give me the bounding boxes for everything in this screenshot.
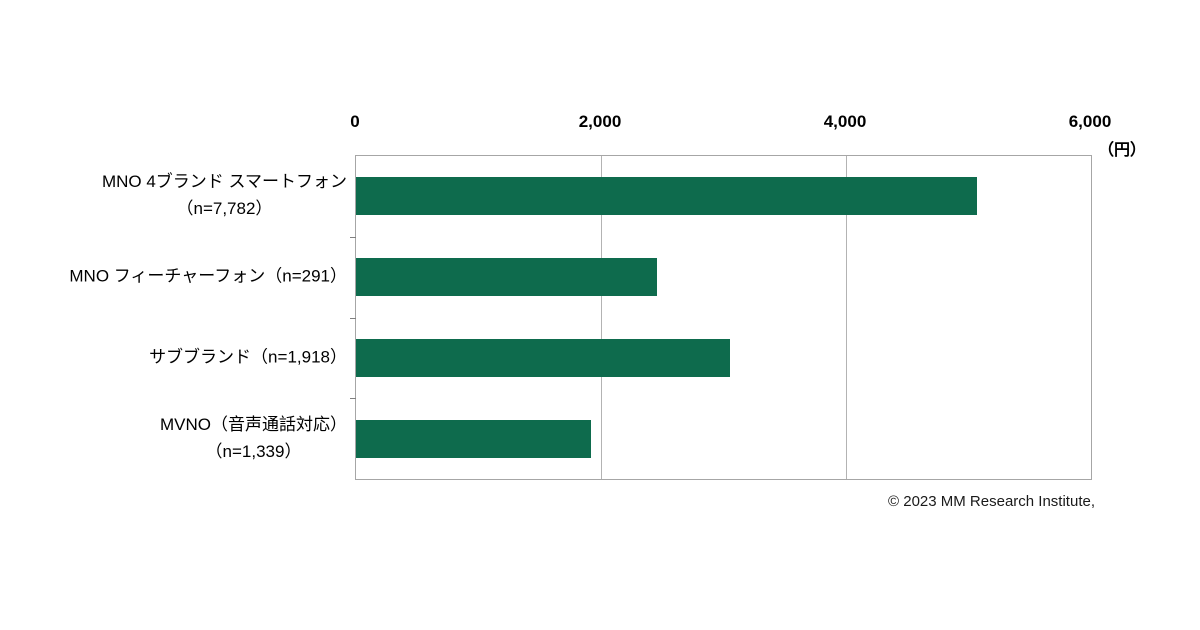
category-label: MNO フィーチャーフォン（n=291） — [69, 263, 347, 290]
x-tick-label: 0 — [350, 112, 360, 131]
x-tick-label: 4,000 — [823, 112, 867, 131]
bar-segment — [356, 258, 658, 297]
axis-unit-label: （円） — [1098, 142, 1147, 159]
category-label-line: MNO 4ブランド スマートフォン — [101, 172, 347, 192]
copyright-text: © 2023 MM Research Institute, — [888, 493, 1095, 510]
x-tick-label: 6,000 — [1068, 112, 1112, 131]
category-label-line: サブブランド（n=1,918） — [149, 347, 347, 367]
bar-segment — [356, 338, 730, 377]
x-tick-label: 2,000 — [578, 112, 622, 131]
category-label: MVNO（音声通話対応） （n=1,339） — [160, 411, 347, 465]
y-axis-tick — [350, 317, 356, 319]
y-axis-tick — [350, 398, 356, 400]
category-label: サブブランド（n=1,918） — [149, 343, 347, 370]
gridline — [600, 156, 602, 479]
bar-segment — [356, 419, 592, 458]
category-label-line: （n=7,782） — [176, 199, 273, 219]
category-label-line: （n=1,339） — [205, 441, 302, 461]
plot-area — [350, 155, 1092, 480]
gridline — [845, 156, 847, 479]
category-label-line: MVNO（音声通話対応） — [160, 414, 347, 434]
category-label: MNO 4ブランド スマートフォン （n=7,782） — [102, 168, 347, 222]
category-label-line: MNO フィーチャーフォン（n=291） — [69, 266, 347, 286]
bar-segment — [356, 177, 978, 216]
y-axis-tick — [350, 236, 356, 238]
